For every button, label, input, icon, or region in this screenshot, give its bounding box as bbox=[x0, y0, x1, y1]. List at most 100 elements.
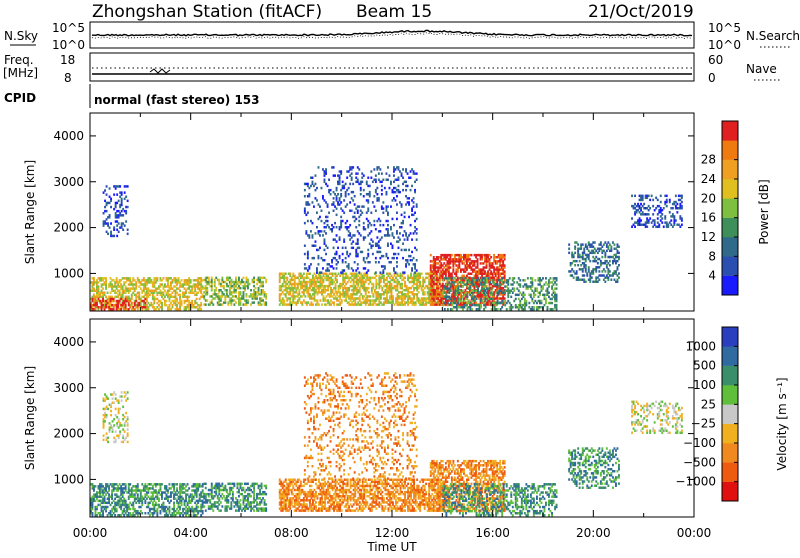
heatmap-cell bbox=[110, 300, 112, 302]
heatmap-cell bbox=[304, 295, 306, 297]
heatmap-cell bbox=[116, 510, 118, 512]
heatmap-cell bbox=[416, 269, 418, 271]
heatmap-cell bbox=[318, 289, 320, 291]
heatmap-cell bbox=[336, 281, 338, 283]
heatmap-cell bbox=[196, 298, 198, 300]
heatmap-cell bbox=[156, 298, 158, 300]
heatmap-cell bbox=[573, 254, 575, 256]
heatmap-cell bbox=[289, 291, 291, 293]
heatmap-cell bbox=[215, 289, 217, 291]
heatmap-cell bbox=[335, 273, 337, 275]
heatmap-cell bbox=[375, 261, 377, 263]
heatmap-cell bbox=[105, 287, 107, 289]
heatmap-cell bbox=[318, 255, 320, 257]
heatmap-cell bbox=[672, 207, 674, 209]
heatmap-cell bbox=[150, 302, 152, 304]
heatmap-cell bbox=[654, 219, 656, 221]
heatmap-cell bbox=[375, 228, 377, 230]
heatmap-cell bbox=[533, 306, 535, 308]
heatmap-cell bbox=[352, 166, 354, 168]
heatmap-cell bbox=[125, 285, 127, 287]
heatmap-cell bbox=[676, 211, 678, 213]
heatmap-cell bbox=[499, 262, 501, 264]
heatmap-cell bbox=[111, 287, 113, 289]
heatmap-cell bbox=[349, 232, 351, 234]
heatmap-cell bbox=[215, 277, 217, 279]
heatmap-cell bbox=[397, 289, 399, 291]
heatmap-cell bbox=[318, 263, 320, 265]
colorbar-swatch bbox=[722, 198, 738, 218]
heatmap-cell bbox=[110, 198, 112, 200]
heatmap-cell bbox=[504, 273, 506, 275]
heatmap-cell bbox=[102, 300, 104, 302]
heatmap-cell bbox=[253, 289, 255, 291]
heatmap-cell bbox=[176, 292, 178, 294]
heatmap-cell bbox=[330, 299, 332, 301]
heatmap-cell bbox=[541, 300, 543, 302]
heatmap-cell bbox=[588, 266, 590, 268]
heatmap-cell bbox=[352, 191, 354, 193]
heatmap-cell bbox=[449, 266, 451, 268]
heatmap-cell bbox=[96, 302, 98, 304]
heatmap-cell bbox=[111, 493, 113, 495]
heatmap-cell bbox=[513, 300, 515, 302]
heatmap-cell bbox=[253, 277, 255, 279]
heatmap-cell bbox=[92, 512, 94, 514]
heatmap-cell bbox=[445, 275, 447, 277]
heatmap-cell bbox=[360, 214, 362, 216]
heatmap-cell bbox=[322, 195, 324, 197]
heatmap-cell bbox=[379, 220, 381, 222]
heatmap-cell bbox=[392, 232, 394, 234]
heatmap-cell bbox=[336, 197, 338, 199]
heatmap-cell bbox=[410, 224, 412, 226]
heatmap-cell bbox=[240, 287, 242, 289]
heatmap-cell bbox=[364, 228, 366, 230]
heatmap-cell bbox=[669, 201, 671, 203]
heatmap-cell bbox=[337, 261, 339, 263]
freq-tick-top: 18 bbox=[60, 53, 75, 67]
heatmap-cell bbox=[106, 204, 108, 206]
heatmap-cell bbox=[649, 207, 651, 209]
heatmap-cell bbox=[223, 293, 225, 295]
heatmap-cell bbox=[116, 235, 118, 237]
heatmap-cell bbox=[351, 243, 353, 245]
heatmap-cell bbox=[679, 215, 681, 217]
heatmap-cell bbox=[401, 226, 403, 228]
heatmap-cell bbox=[340, 226, 342, 228]
heatmap-cell bbox=[351, 197, 353, 199]
heatmap-cell bbox=[95, 500, 97, 502]
heatmap-cell bbox=[456, 294, 458, 296]
heatmap-cell bbox=[407, 259, 409, 261]
heatmap-cell bbox=[103, 212, 105, 214]
heatmap-cell bbox=[648, 213, 650, 215]
heatmap-cell bbox=[588, 254, 590, 256]
heatmap-cell bbox=[336, 263, 338, 265]
heatmap-cell bbox=[380, 295, 382, 297]
heatmap-cell bbox=[375, 257, 377, 259]
heatmap-cell bbox=[492, 279, 494, 281]
heatmap-cell bbox=[342, 220, 344, 222]
heatmap-cell bbox=[522, 292, 524, 294]
heatmap-cell bbox=[387, 166, 389, 168]
heatmap-cell bbox=[468, 256, 470, 258]
heatmap-cell bbox=[637, 203, 639, 205]
heatmap-cell bbox=[486, 262, 488, 264]
heatmap-cell bbox=[556, 294, 558, 296]
heatmap-cell bbox=[386, 193, 388, 195]
heatmap-cell bbox=[321, 210, 323, 212]
heatmap-cell bbox=[676, 203, 678, 205]
y-tick-label: 2000 bbox=[53, 221, 84, 235]
heatmap-cell bbox=[178, 277, 180, 279]
heatmap-cell bbox=[122, 294, 124, 296]
heatmap-cell bbox=[410, 273, 412, 275]
heatmap-cell bbox=[113, 235, 115, 237]
heatmap-cell bbox=[362, 279, 364, 281]
heatmap-cell bbox=[407, 172, 409, 174]
heatmap-cell bbox=[110, 206, 112, 208]
heatmap-cell bbox=[324, 230, 326, 232]
heatmap-cell bbox=[118, 222, 120, 224]
heatmap-cell bbox=[392, 297, 394, 299]
heatmap-cell bbox=[396, 257, 398, 259]
heatmap-cell bbox=[346, 251, 348, 253]
heatmap-cell bbox=[369, 279, 371, 281]
